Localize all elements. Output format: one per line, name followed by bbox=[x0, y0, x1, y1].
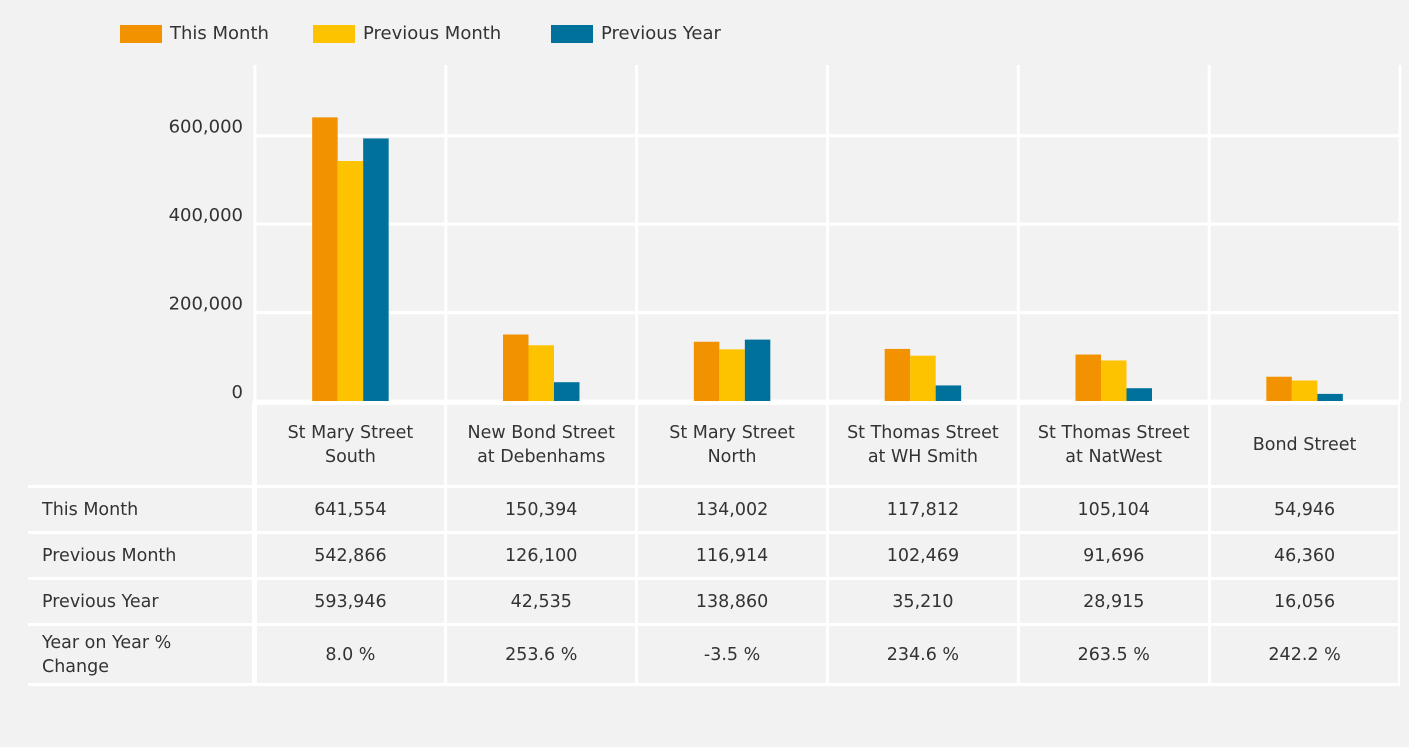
table-value: 116,914 bbox=[638, 534, 826, 577]
legend-label: Previous Year bbox=[601, 23, 722, 44]
category-label: New Bond Street at Debenhams bbox=[447, 405, 636, 485]
table-value: 8.0 % bbox=[256, 626, 445, 683]
category-label: St Thomas Street at WH Smith bbox=[829, 405, 1017, 485]
legend-label: This Month bbox=[169, 23, 269, 44]
table-value: 150,394 bbox=[447, 488, 636, 531]
bar bbox=[910, 355, 936, 401]
table-value: -3.5 % bbox=[638, 626, 826, 683]
y-tick-label: 200,000 bbox=[169, 294, 243, 315]
table-value: 117,812 bbox=[829, 488, 1017, 531]
bar bbox=[363, 138, 389, 402]
bar bbox=[935, 385, 962, 401]
legend-swatch bbox=[313, 25, 355, 43]
y-tick-label: 0 bbox=[232, 382, 243, 403]
table-value: 542,866 bbox=[256, 534, 445, 577]
legend-swatch bbox=[551, 25, 593, 43]
category-label: St Mary Street North bbox=[638, 405, 826, 485]
row-label: Previous Month bbox=[28, 534, 252, 577]
row-label: Previous Year bbox=[28, 580, 252, 623]
table-value: 234.6 % bbox=[829, 626, 1017, 683]
table-value: 138,860 bbox=[638, 580, 826, 623]
category-label: St Thomas Street at NatWest bbox=[1019, 405, 1208, 485]
legend-swatch bbox=[120, 25, 162, 43]
table-value: 46,360 bbox=[1210, 534, 1399, 577]
table-value: 105,104 bbox=[1019, 488, 1208, 531]
bar bbox=[1075, 354, 1101, 401]
table-value: 91,696 bbox=[1019, 534, 1208, 577]
column-separator bbox=[1016, 65, 1020, 401]
bar bbox=[1266, 376, 1292, 401]
table-value: 16,056 bbox=[1210, 580, 1399, 623]
bar bbox=[1317, 393, 1343, 401]
column-separator bbox=[826, 65, 829, 401]
table-value: 263.5 % bbox=[1019, 626, 1208, 683]
table-value: 242.2 % bbox=[1210, 626, 1399, 683]
column-separator bbox=[1398, 65, 1402, 401]
column-separator bbox=[1207, 65, 1211, 401]
bar bbox=[884, 348, 911, 401]
table-value: 253.6 % bbox=[447, 626, 636, 683]
table-value: 42,535 bbox=[447, 580, 636, 623]
y-tick-label: 600,000 bbox=[169, 117, 243, 138]
row-label: This Month bbox=[28, 488, 252, 531]
table-value: 134,002 bbox=[638, 488, 826, 531]
table-value: 28,915 bbox=[1019, 580, 1208, 623]
column-separator bbox=[253, 65, 257, 401]
bar bbox=[554, 382, 580, 401]
table-value: 126,100 bbox=[447, 534, 636, 577]
bar bbox=[744, 339, 771, 401]
column-separator bbox=[444, 65, 448, 401]
row-label: Year on Year % Change bbox=[28, 626, 252, 683]
table-value: 35,210 bbox=[829, 580, 1017, 623]
bar bbox=[312, 117, 338, 401]
y-tick-label: 400,000 bbox=[169, 205, 243, 226]
bar bbox=[1101, 360, 1127, 401]
table-value: 102,469 bbox=[829, 534, 1017, 577]
bar bbox=[1291, 380, 1318, 401]
table-value: 54,946 bbox=[1210, 488, 1399, 531]
category-label: Bond Street bbox=[1210, 405, 1399, 485]
bar bbox=[528, 345, 554, 401]
category-label: St Mary Street South bbox=[256, 405, 445, 485]
legend-label: Previous Month bbox=[363, 23, 501, 44]
bar bbox=[337, 160, 364, 401]
table-value: 641,554 bbox=[256, 488, 445, 531]
bar bbox=[719, 349, 745, 401]
bar bbox=[1126, 388, 1152, 401]
table-value: 593,946 bbox=[256, 580, 445, 623]
bar bbox=[503, 334, 529, 401]
column-separator bbox=[635, 65, 639, 401]
bar bbox=[693, 341, 720, 401]
